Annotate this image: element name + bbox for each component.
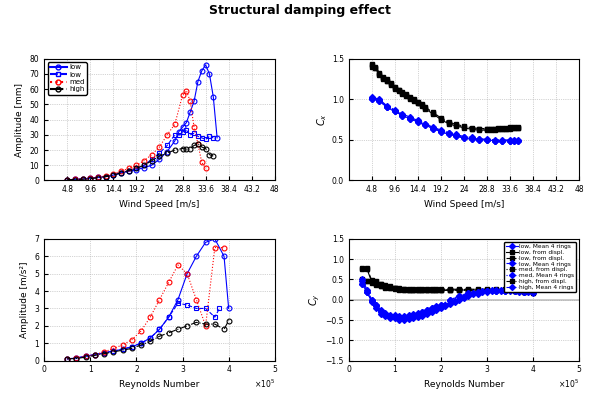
X-axis label: Wind Speed [m/s]: Wind Speed [m/s] [423, 200, 504, 209]
Y-axis label: Amplitude [mm]: Amplitude [mm] [15, 82, 24, 157]
X-axis label: Wind Speed [m/s]: Wind Speed [m/s] [119, 200, 199, 209]
Text: Structural damping effect: Structural damping effect [208, 4, 391, 17]
Y-axis label: Amplitude [m/s²]: Amplitude [m/s²] [20, 262, 29, 338]
Text: $\times10^5$: $\times10^5$ [254, 378, 275, 390]
Legend: low, low, med, high: low, low, med, high [48, 62, 87, 95]
Text: $\times10^5$: $\times10^5$ [558, 378, 579, 390]
Legend: low, Mean 4 rings, low, from displ., low, from displ., low, Mean 4 rings, med, f: low, Mean 4 rings, low, from displ., low… [504, 242, 576, 292]
Y-axis label: $C_x$: $C_x$ [315, 113, 329, 126]
X-axis label: Reynolds Number: Reynolds Number [423, 380, 504, 389]
Y-axis label: $C_y$: $C_y$ [308, 293, 322, 306]
X-axis label: Reynolds Number: Reynolds Number [119, 380, 199, 389]
